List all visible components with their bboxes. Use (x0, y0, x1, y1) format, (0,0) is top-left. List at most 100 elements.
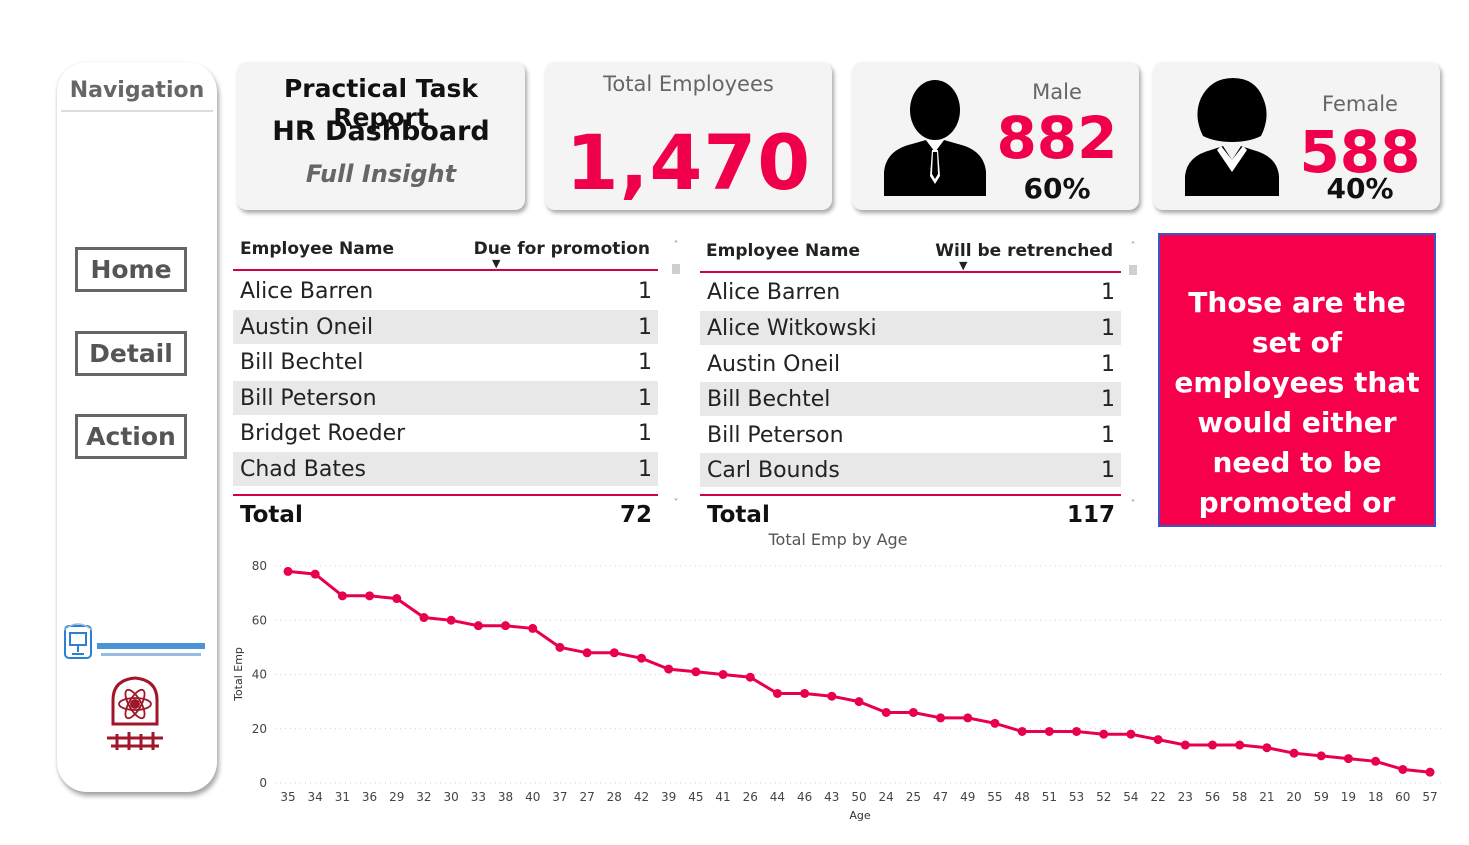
y-axis-title: Total Emp (232, 647, 245, 702)
retrench-value-cell: 1 (1101, 316, 1115, 341)
data-point[interactable] (881, 707, 891, 717)
sort-descending-icon[interactable]: ▼ (492, 257, 501, 270)
data-point[interactable] (1343, 754, 1353, 764)
table-row[interactable]: Bridget Roeder 1 (233, 416, 658, 451)
series-line (287, 569, 1431, 774)
data-point[interactable] (1398, 764, 1408, 774)
data-point[interactable] (365, 591, 375, 601)
table-row[interactable]: Bill Bechtel 1 (700, 382, 1121, 417)
data-point[interactable] (419, 613, 429, 623)
promotion-value-cell: 1 (638, 421, 652, 446)
data-point[interactable] (1126, 729, 1136, 739)
promotion-value-cell: 1 (638, 457, 652, 482)
data-point[interactable] (636, 653, 646, 663)
x-tick-label: 54 (1123, 790, 1138, 804)
data-point[interactable] (555, 642, 565, 652)
data-point[interactable] (745, 672, 755, 682)
x-tick-label: 22 (1150, 790, 1165, 804)
table-row[interactable]: Bill Peterson 1 (700, 418, 1121, 453)
data-point[interactable] (718, 670, 728, 679)
promotion-table-total-row: Total 72 (233, 494, 658, 532)
data-point[interactable] (1099, 729, 1109, 739)
data-point[interactable] (1316, 751, 1326, 761)
dashboard-title: HR Dashboard (272, 116, 490, 147)
data-point[interactable] (664, 664, 674, 674)
scroll-up-icon[interactable]: ˄ (1130, 241, 1136, 252)
home-button[interactable]: Home (75, 247, 187, 292)
data-point[interactable] (691, 667, 701, 677)
data-point[interactable] (990, 718, 1000, 728)
data-point[interactable] (1371, 756, 1381, 766)
employee-name-column-header[interactable]: Employee Name (240, 239, 395, 259)
data-point[interactable] (963, 713, 973, 723)
table-row[interactable]: Alice Barren 1 (700, 275, 1121, 310)
table-row[interactable]: Austin Oneil 1 (700, 347, 1121, 382)
x-tick-label: 40 (525, 790, 540, 804)
data-point[interactable] (1072, 726, 1082, 736)
scroll-up-icon[interactable]: ˄ (673, 240, 679, 251)
data-point[interactable] (1180, 740, 1190, 750)
x-tick-label: 31 (335, 790, 350, 804)
data-points (283, 566, 1435, 777)
retrenchment-table-total-row: Total 117 (700, 494, 1121, 532)
data-point[interactable] (501, 621, 511, 631)
retrenchment-table-scrollbar[interactable]: ˄ ˅ (1127, 241, 1139, 516)
y-tick-label: 60 (252, 613, 267, 627)
employee-name-cell: Chad Bates (240, 457, 366, 482)
x-axis-title: Age (849, 809, 871, 822)
due-for-promotion-column-header[interactable]: Due for promotion (473, 239, 650, 259)
table-row[interactable]: Alice Barren 1 (233, 274, 658, 309)
scrollbar-thumb[interactable] (672, 264, 680, 274)
scroll-down-icon[interactable]: ˅ (673, 498, 679, 509)
will-be-retrenched-column-header[interactable]: Will be retrenched (935, 241, 1113, 261)
promotion-value-cell: 1 (638, 279, 652, 304)
employee-name-cell: Bill Peterson (707, 423, 844, 448)
table-row[interactable]: Bill Bechtel 1 (233, 345, 658, 380)
data-point[interactable] (1289, 748, 1299, 758)
employee-name-cell: Alice Witkowski (707, 316, 877, 341)
data-point[interactable] (800, 688, 810, 698)
total-employees-value: 1,470 (565, 118, 812, 207)
data-point[interactable] (392, 594, 402, 604)
data-point[interactable] (772, 688, 782, 698)
data-point[interactable] (1235, 740, 1245, 750)
data-point[interactable] (1425, 767, 1435, 777)
data-point[interactable] (936, 713, 946, 723)
employee-name-column-header[interactable]: Employee Name (706, 241, 861, 261)
action-button[interactable]: Action (75, 414, 187, 459)
female-person-icon (1185, 78, 1279, 196)
male-person-icon (884, 80, 986, 196)
data-point[interactable] (283, 566, 293, 576)
promotion-table-scrollbar[interactable]: ˄ ˅ (670, 240, 682, 515)
detail-button[interactable]: Detail (75, 331, 187, 376)
male-label: Male (1032, 80, 1082, 104)
scroll-down-icon[interactable]: ˅ (1130, 499, 1136, 510)
table-row[interactable]: Carl Bounds 1 (700, 453, 1121, 488)
x-tick-label: 42 (634, 790, 649, 804)
x-tick-label: 34 (308, 790, 323, 804)
data-point[interactable] (310, 569, 320, 579)
x-tick-label: 20 (1286, 790, 1301, 804)
data-point[interactable] (609, 648, 619, 658)
data-point[interactable] (337, 591, 347, 601)
data-point[interactable] (473, 621, 483, 631)
data-point[interactable] (1017, 726, 1027, 736)
data-point[interactable] (827, 691, 837, 701)
data-point[interactable] (582, 648, 592, 658)
data-point[interactable] (446, 615, 456, 625)
data-point[interactable] (1044, 726, 1054, 736)
y-tick-label: 0 (259, 776, 267, 790)
data-point[interactable] (1153, 735, 1163, 745)
table-row[interactable]: Chad Bates 1 (233, 452, 658, 487)
scrollbar-thumb[interactable] (1129, 265, 1137, 275)
data-point[interactable] (854, 697, 864, 707)
data-point[interactable] (1262, 743, 1272, 753)
data-point[interactable] (528, 623, 538, 633)
table-row[interactable]: Austin Oneil 1 (233, 310, 658, 345)
data-point[interactable] (1207, 740, 1217, 750)
x-axis-ticks: 35 34 31 36 29 32 30 33 38 40 37 27 28 42 39 45 41 26 44 46… (280, 790, 1437, 804)
data-point[interactable] (908, 707, 918, 717)
table-row[interactable]: Bill Peterson 1 (233, 381, 658, 416)
table-row[interactable]: Alice Witkowski 1 (700, 311, 1121, 346)
sort-descending-icon[interactable]: ▼ (959, 259, 968, 272)
